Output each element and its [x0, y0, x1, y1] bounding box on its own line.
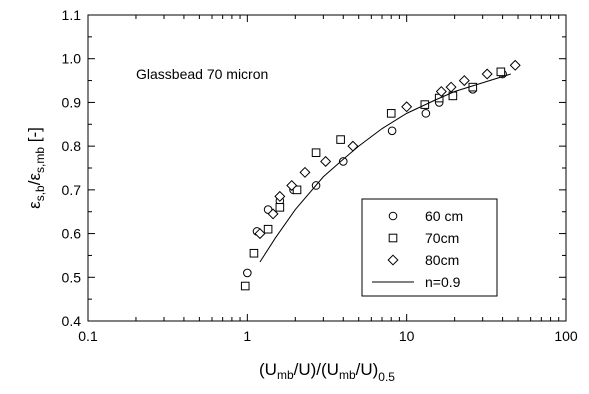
legend-label: n=0.9 [425, 274, 461, 290]
legend-label: 80cm [425, 252, 459, 268]
data-point-70cm [249, 248, 259, 258]
data-point-60-cm [243, 268, 252, 278]
data-point-60-cm [421, 109, 431, 118]
series-line-n-0-9 [259, 73, 511, 263]
data-point-70cm [240, 281, 250, 291]
data-point-80cm [445, 81, 457, 93]
data-point-80cm [435, 85, 447, 98]
legend: 60 cm 70cm 80cm n=0.9 [361, 198, 498, 297]
data-point-70cm [496, 67, 506, 77]
data-point-70cm [311, 148, 321, 157]
x-tick-label: 1 [243, 328, 251, 344]
data-point-80cm [481, 68, 493, 80]
data-point-70cm [336, 135, 345, 144]
legend-label: 70cm [425, 230, 459, 246]
data-point-60-cm [387, 126, 397, 136]
legend-diamond-symbol [387, 254, 399, 266]
data-point-70cm [292, 185, 302, 195]
axis-ticks [87, 14, 567, 322]
y-tick-label: 1.1 [62, 7, 82, 23]
legend-label: 60 cm [425, 208, 463, 224]
data-point-80cm [401, 101, 413, 113]
data-point-70cm [263, 224, 273, 234]
data-point-80cm [458, 75, 470, 87]
data-point-80cm [299, 166, 311, 178]
data-point-80cm [320, 155, 332, 167]
y-tick-label: 0.6 [62, 226, 82, 242]
data-point-70cm [275, 203, 285, 212]
data-point-70cm [386, 109, 396, 118]
data-point-80cm [274, 190, 286, 202]
y-tick-label: 1.0 [62, 51, 82, 67]
x-tick-label: 10 [399, 328, 415, 344]
x-tick-label: 0.1 [78, 328, 98, 344]
y-tick-label: 0.4 [62, 313, 82, 329]
series-layer [240, 59, 521, 291]
axis-tick-labels: 0.1 1 10 100 0.4 0.5 0.6 0.7 0.8 0.9 1.0 1.1 [62, 7, 578, 344]
y-tick-label: 0.8 [62, 138, 82, 154]
data-point-60-cm [263, 205, 273, 214]
chart-annotation: Glassbead 70 micron [136, 66, 268, 82]
y-tick-label: 0.5 [62, 269, 82, 285]
x-axis-label: (Umb/U)/(Umb/U)0.5 [259, 360, 395, 384]
x-tick-label: 100 [554, 328, 578, 344]
data-point-80cm [347, 140, 359, 152]
data-point-60-cm [338, 157, 348, 166]
legend-square-symbol [388, 233, 398, 243]
data-point-80cm [254, 228, 266, 240]
y-tick-label: 0.7 [62, 182, 82, 198]
legend-circle-symbol [388, 211, 398, 221]
data-point-80cm [509, 59, 521, 71]
legend-box [361, 198, 498, 297]
data-point-80cm [286, 179, 298, 191]
y-tick-label: 0.9 [62, 94, 82, 110]
y-axis-label: εs,b/εs,mb [-] [25, 127, 47, 209]
data-point-80cm [267, 208, 279, 220]
